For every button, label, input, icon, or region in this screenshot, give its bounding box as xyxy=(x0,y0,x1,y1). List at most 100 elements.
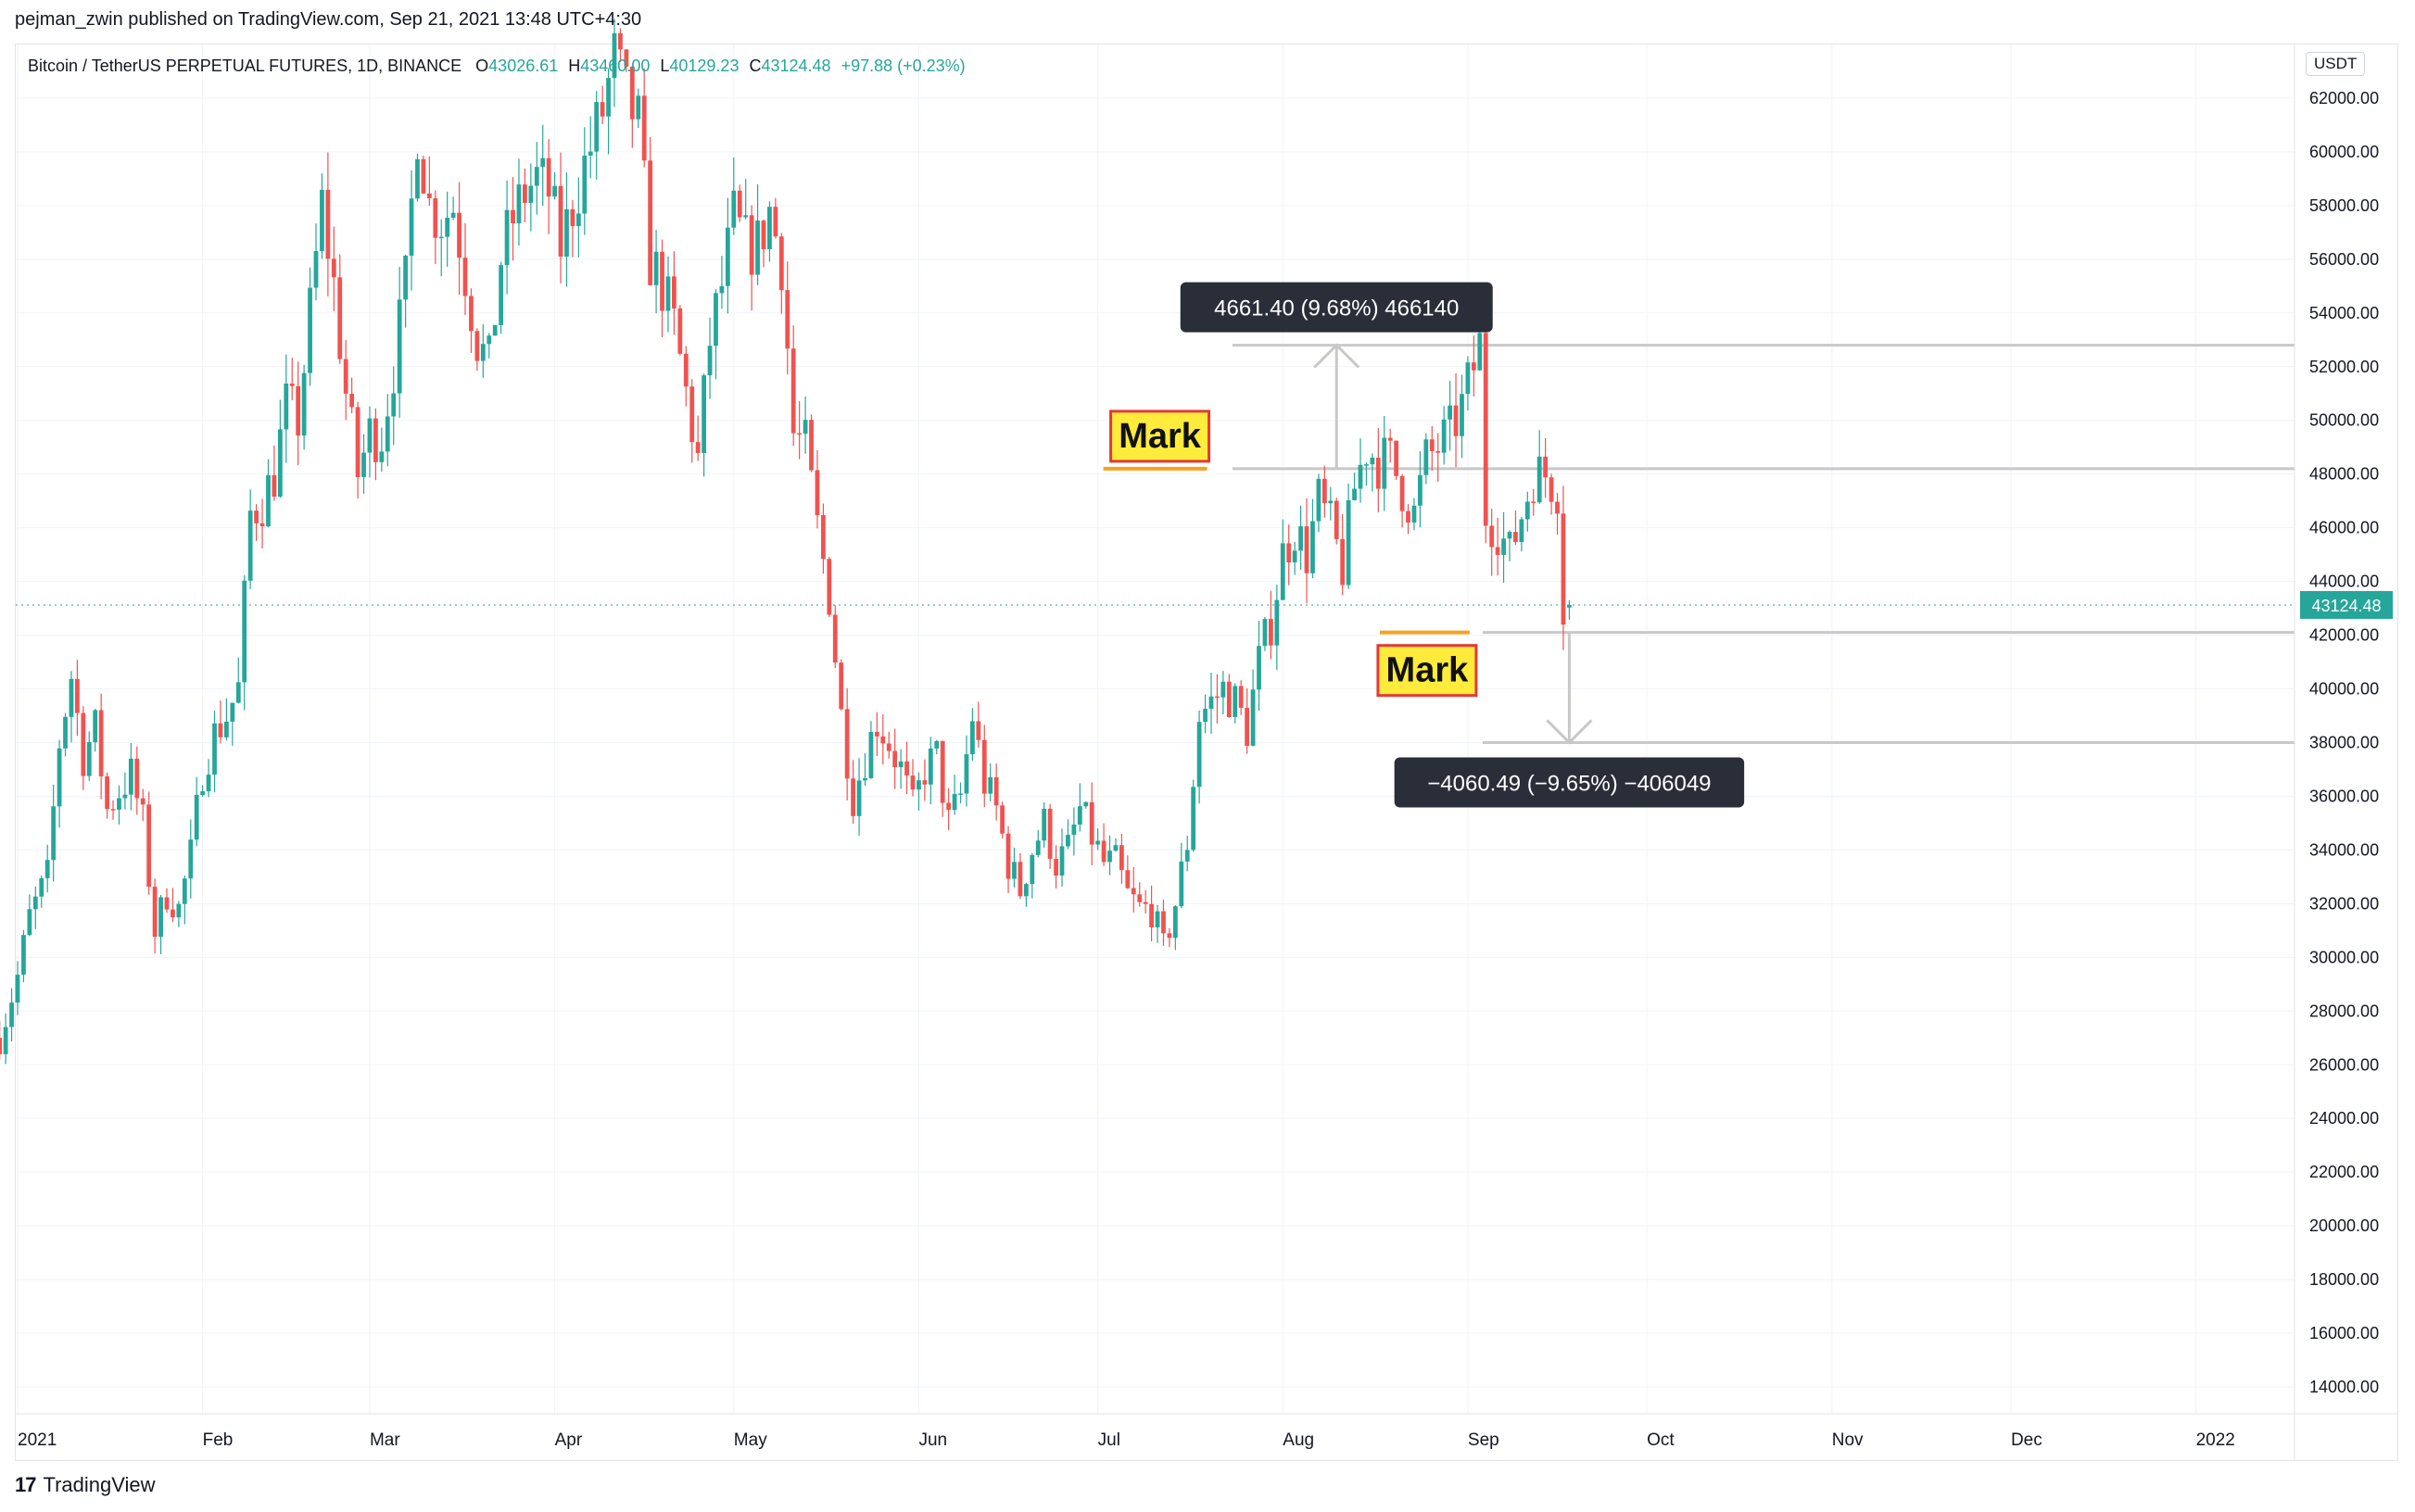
mark-label-box xyxy=(1109,410,1211,463)
candle-body xyxy=(1423,439,1429,475)
candle-body xyxy=(301,372,307,436)
candle-body xyxy=(1196,722,1202,788)
candle-body xyxy=(660,251,664,311)
candle-body xyxy=(755,220,760,275)
candle-body xyxy=(1131,888,1136,895)
y-tick-label: 44000.00 xyxy=(2309,573,2379,591)
candle-body xyxy=(1054,859,1058,876)
y-tick-label: 22000.00 xyxy=(2309,1163,2379,1181)
candle-body xyxy=(1250,689,1256,747)
measure-tooltip-text: −4060.49 (−9.65%) −406049 xyxy=(1427,771,1711,796)
candle-body xyxy=(570,208,575,227)
candle-body xyxy=(1465,362,1471,395)
candle-body xyxy=(600,102,605,117)
y-tick-label: 30000.00 xyxy=(2309,948,2379,966)
chart-frame xyxy=(15,44,2398,1461)
x-tick-label: Jul xyxy=(1098,1430,1120,1450)
candle-body xyxy=(785,290,790,349)
y-tick-label: 46000.00 xyxy=(2309,519,2379,537)
close-value: 43124.48 xyxy=(761,57,831,75)
axes: 14000.00 16000.00 18000.00 20000.00 22000.00… xyxy=(16,44,2398,1460)
footer-brand[interactable]: 17 TradingView xyxy=(15,1473,156,1497)
candle-body xyxy=(1304,526,1309,573)
candle-body xyxy=(922,780,928,785)
candle-body xyxy=(641,95,647,161)
candle-body xyxy=(606,78,611,117)
candle-body xyxy=(0,1038,3,1054)
x-tick-label: Aug xyxy=(1283,1430,1314,1450)
candle-body xyxy=(1567,604,1572,608)
candle-body xyxy=(540,158,546,168)
candle-body xyxy=(81,712,86,776)
close-label: C xyxy=(749,57,762,75)
low-label: L xyxy=(660,57,670,75)
candle-body xyxy=(140,798,145,805)
candle-body xyxy=(981,739,987,794)
candle-body xyxy=(32,896,38,910)
candle-body xyxy=(904,761,909,776)
candle-body xyxy=(946,802,952,811)
candle-body xyxy=(218,723,223,737)
candle-body xyxy=(1226,681,1232,717)
candle-body xyxy=(212,723,217,775)
candle-body xyxy=(1238,686,1244,709)
candle-body xyxy=(1269,619,1273,646)
x-tick-label: Apr xyxy=(555,1430,583,1450)
y-tick-label: 18000.00 xyxy=(2309,1270,2379,1289)
candle-body xyxy=(1448,405,1452,420)
candle-body xyxy=(1149,903,1154,927)
candle-body xyxy=(880,736,886,744)
y-tick-label: 26000.00 xyxy=(2309,1055,2379,1074)
candle-body xyxy=(110,809,116,811)
candle-body xyxy=(361,452,366,478)
high-label: H xyxy=(568,57,581,75)
candle-body xyxy=(653,251,659,285)
candle-body xyxy=(761,220,766,250)
candle-body xyxy=(445,217,450,237)
y-tick-label: 58000.00 xyxy=(2309,196,2379,215)
candle-body xyxy=(474,331,480,361)
candle-body xyxy=(1382,437,1387,489)
candle-body xyxy=(1083,801,1089,807)
candle-body xyxy=(1501,538,1506,555)
candles xyxy=(0,19,1572,1065)
candle-body xyxy=(499,265,504,325)
candle-body xyxy=(683,353,689,387)
y-tick-label: 50000.00 xyxy=(2309,411,2379,430)
currency-unit-button[interactable]: USDT xyxy=(2306,52,2366,76)
candle-body xyxy=(1561,513,1566,625)
candle-body xyxy=(200,791,206,796)
candle-body xyxy=(266,474,271,527)
candle-body xyxy=(1346,499,1351,586)
y-tick-label: 32000.00 xyxy=(2309,894,2379,913)
candle-body xyxy=(707,346,713,376)
candle-body xyxy=(970,721,975,755)
candle-body xyxy=(403,255,408,300)
candle-body xyxy=(1018,862,1023,897)
candle-body xyxy=(790,348,796,434)
candle-body xyxy=(1113,845,1119,851)
candle-body xyxy=(677,308,683,354)
candle-body xyxy=(1042,808,1047,841)
candle-body xyxy=(9,1002,14,1027)
low-value: 40129.23 xyxy=(669,57,740,75)
candle-body xyxy=(940,740,945,803)
candle-body xyxy=(1375,458,1381,489)
candle-body xyxy=(809,420,814,471)
candle-body xyxy=(952,794,957,811)
candle-body xyxy=(1220,681,1226,698)
symbol-legend: Bitcoin / TetherUS PERPETUAL FUTURES, 1D… xyxy=(28,57,966,76)
candle-body xyxy=(1460,394,1464,436)
candle-body xyxy=(1489,525,1495,548)
candle-body xyxy=(1280,543,1285,600)
candle-body xyxy=(725,227,730,286)
candle-body xyxy=(1477,333,1483,371)
candle-body xyxy=(575,213,581,227)
candle-body xyxy=(379,451,385,462)
candle-body xyxy=(1358,464,1363,489)
candle-body xyxy=(958,793,963,796)
candle-body xyxy=(487,335,492,345)
candle-body xyxy=(552,185,557,197)
candle-body xyxy=(385,416,390,452)
